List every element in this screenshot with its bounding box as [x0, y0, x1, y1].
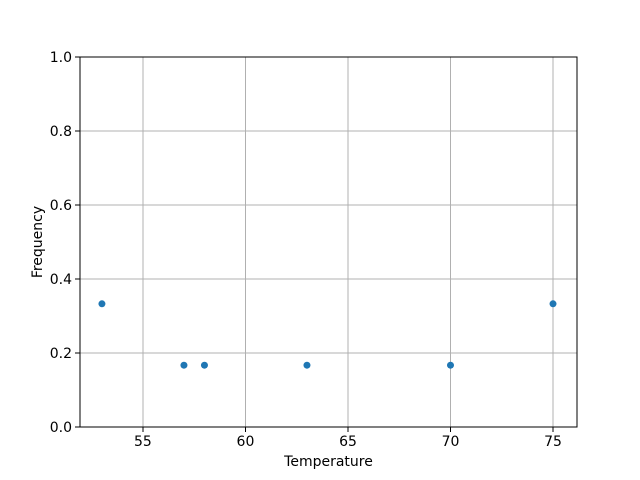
plot-frame: [79, 56, 578, 428]
grid-layer: [80, 56, 577, 428]
data-point: [549, 300, 557, 308]
x-tick-label: 75: [544, 434, 562, 450]
points-layer: [98, 300, 557, 369]
x-tick-label: 70: [442, 434, 460, 450]
data-point: [200, 361, 208, 369]
x-tick-label: 65: [339, 434, 357, 450]
x-tick-label: 55: [134, 434, 152, 450]
tick-layer: 55 60 65 70 75 0.0 0.2 0.4 0.6 0.8 1.0: [50, 50, 562, 450]
y-tick-label: 0.4: [50, 272, 72, 288]
x-tick-label: 60: [237, 434, 255, 450]
data-point: [180, 361, 188, 369]
data-point: [303, 361, 311, 369]
x-axis-label: Temperature: [283, 454, 373, 470]
data-point: [446, 361, 454, 369]
y-axis-label: Frequency: [30, 206, 46, 278]
data-point: [98, 300, 106, 308]
y-tick-label: 1.0: [50, 50, 72, 66]
y-tick-label: 0.2: [50, 346, 72, 362]
y-tick-label: 0.8: [50, 124, 72, 140]
y-tick-label: 0.0: [50, 420, 72, 436]
y-tick-label: 0.6: [50, 198, 72, 214]
